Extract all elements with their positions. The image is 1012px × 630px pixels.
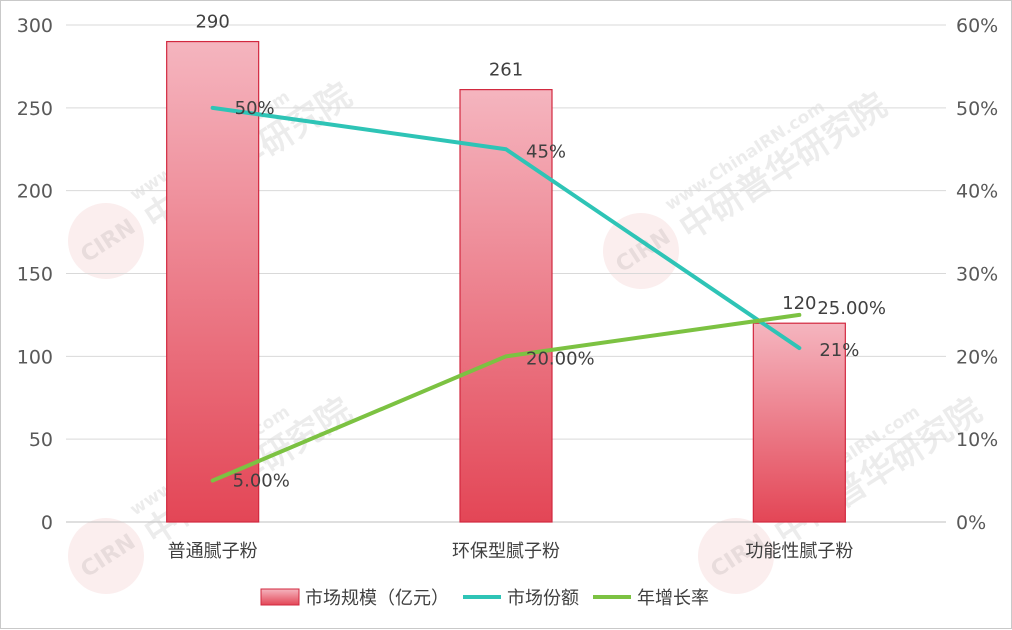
watermark-logo-icon xyxy=(603,213,679,289)
bar-value-label: 120 xyxy=(782,293,816,314)
watermark-logo-icon xyxy=(68,203,144,279)
bar xyxy=(459,89,553,523)
line-value-label: 25.00% xyxy=(817,298,886,319)
right-axis-tick: 40% xyxy=(956,181,998,203)
line-value-label: 45% xyxy=(526,141,566,162)
category-labels: 普通腻子粉 环保型腻子粉 功能性腻子粉 xyxy=(168,541,854,562)
left-axis-tick: 200 xyxy=(17,181,53,203)
right-axis-tick: 20% xyxy=(956,346,998,368)
legend-label: 年增长率 xyxy=(637,588,709,609)
bar-value-label: 290 xyxy=(195,12,229,33)
right-axis-tick: 0% xyxy=(956,512,986,534)
right-axis-ticks: 0% 10% 20% 30% 40% 50% 60% xyxy=(956,15,998,534)
line-value-label: 50% xyxy=(235,98,275,119)
line-value-label: 20.00% xyxy=(526,348,595,369)
watermark-logo-icon xyxy=(698,518,774,594)
category-label: 功能性腻子粉 xyxy=(745,541,853,562)
left-axis-tick: 150 xyxy=(17,264,53,286)
right-axis-tick: 50% xyxy=(956,98,998,120)
right-axis-tick: 60% xyxy=(956,15,998,37)
legend-label: 市场规模（亿元） xyxy=(305,588,449,609)
line-value-label: 21% xyxy=(819,340,859,361)
category-label: 环保型腻子粉 xyxy=(452,541,560,562)
watermark-brand: 中研普华研究院 xyxy=(672,85,893,248)
legend: 市场规模（亿元） 市场份额 年增长率 xyxy=(260,588,709,609)
bar xyxy=(166,40,260,523)
data-labels: 290 261 120 50% 45% 21% 5.00% 20.00% 25.00% xyxy=(195,12,885,492)
left-axis-tick: 50 xyxy=(29,429,53,451)
left-axis-tick: 300 xyxy=(17,15,53,37)
left-axis-tick: 0 xyxy=(41,512,53,534)
series-line xyxy=(210,312,802,483)
legend-label: 市场份额 xyxy=(507,588,579,609)
line-series xyxy=(210,105,802,483)
bar xyxy=(752,322,846,523)
watermark-logo-icon xyxy=(68,518,144,594)
right-axis-tick: 30% xyxy=(956,264,998,286)
left-axis-tick: 250 xyxy=(17,98,53,120)
line-value-label: 5.00% xyxy=(233,471,290,492)
series-line xyxy=(210,105,802,351)
bar-series xyxy=(166,40,846,523)
category-label: 普通腻子粉 xyxy=(168,541,258,562)
right-axis-tick: 10% xyxy=(956,429,998,451)
legend-swatch xyxy=(260,588,300,606)
bar-value-label: 261 xyxy=(489,60,523,81)
left-axis-ticks: 0 50 100 150 200 250 300 xyxy=(17,15,53,534)
left-axis-tick: 100 xyxy=(17,346,53,368)
